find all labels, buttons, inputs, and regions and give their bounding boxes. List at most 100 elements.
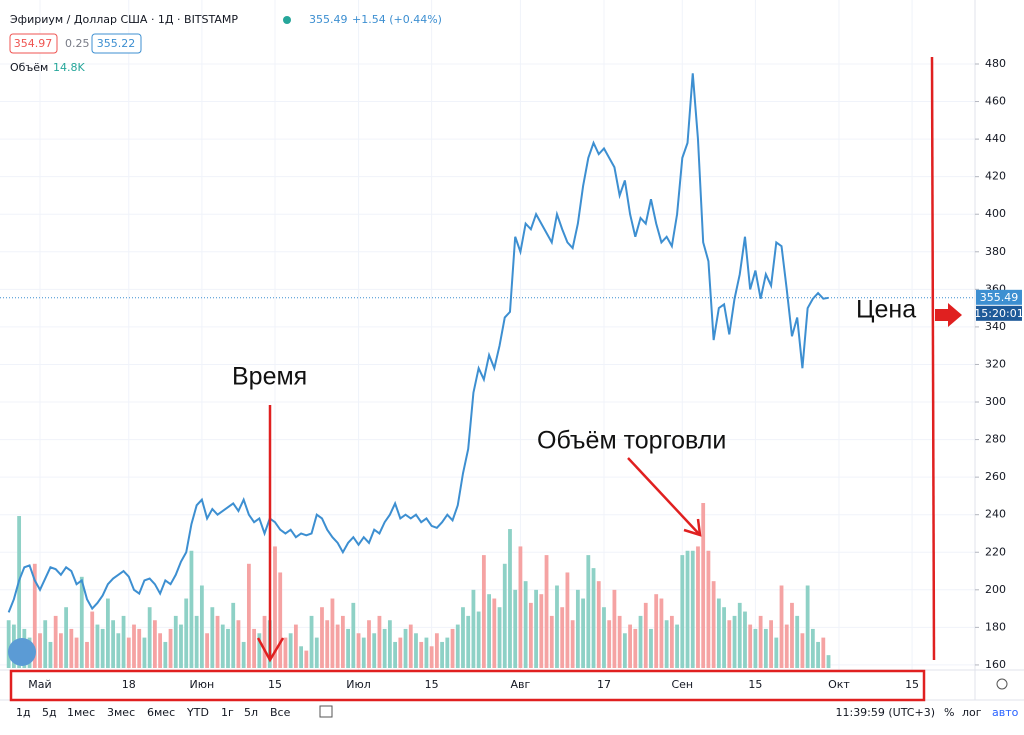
annotation-shapes [9,56,936,702]
volume-bar [367,620,371,668]
volume-bar [246,563,251,668]
x-tick-label: 18 [122,678,136,691]
volume-bar [513,589,518,668]
volume-bar [414,633,418,668]
volume-bar [622,633,627,668]
volume-bar [612,589,617,668]
range-button[interactable]: 1г [221,706,234,719]
volume-bar [408,624,413,668]
log[interactable]: лог [962,706,982,719]
range-button[interactable]: 5л [244,706,258,719]
volume-bar [168,628,173,668]
range-button[interactable]: 6мес [147,706,175,719]
time-annotation: Время [232,363,307,391]
volume-bar [581,598,585,668]
volume-bar [325,620,330,668]
volume-bar [664,620,669,668]
volume-bar [189,550,194,668]
volume-bar [226,628,230,668]
volume-bar [523,581,528,668]
calendar-icon[interactable] [319,705,333,718]
volume-bar [132,624,136,668]
spread: 0.25 [65,37,90,50]
y-tick-label: 460 [985,95,1006,108]
volume-bar [53,615,58,668]
volume-bar [199,585,204,668]
price-line [7,73,829,613]
x-tick-label: Сен [671,678,693,691]
bid-box[interactable] [9,33,58,54]
volume-bar [508,529,512,668]
x-tick-label: Май [28,678,51,691]
symbol: Эфириум / Доллар США · 1Д · BITSTAMP [10,13,238,26]
volume-bar [398,637,403,668]
volume-bar [194,615,199,668]
volume-bar [790,602,794,668]
volume-bar [565,572,570,668]
auto[interactable]: авто [992,706,1019,719]
volume-bar [95,624,100,668]
volume-bar [273,546,277,668]
volume-bar [445,637,450,668]
settings-icon[interactable] [996,678,1008,690]
range-button[interactable]: 3мес [107,706,135,719]
range-button[interactable]: YTD [186,706,209,719]
volume-bar [74,637,79,668]
volume-bar [387,620,392,668]
range-button[interactable]: 1мес [67,706,95,719]
countdown: 15:20:01 [974,307,1023,320]
y-tick-label: 400 [985,207,1006,220]
y-tick-label: 420 [985,170,1006,183]
volume-bar [539,594,544,668]
volume-bar [779,585,784,668]
header-price: 355.49 [309,13,348,26]
volume-bar [64,607,69,668]
volume-bar [403,628,408,668]
x-tick-label: 15 [905,678,919,691]
volume-bar [706,550,711,668]
percent[interactable]: % [944,706,954,719]
volume-bar [696,546,700,668]
last-price-label: 355.49 [980,291,1019,304]
range-button[interactable]: 1д [16,706,31,719]
volume-bar [288,633,293,668]
volume-bar [575,589,580,668]
y-tick-label: 180 [985,620,1006,633]
volume-bar [278,572,283,668]
countdown-box [976,305,1022,321]
volume-bar [638,615,643,668]
volume-bar [643,602,648,668]
volume-bar [711,581,716,668]
volume-bar [560,607,565,668]
price-annotation: Цена [856,296,916,324]
logo[interactable] [8,638,36,666]
volume-bar [685,550,690,668]
range-button[interactable]: Все [270,706,291,719]
y-tick-label: 280 [985,433,1006,446]
ask-box[interactable] [91,33,142,54]
volume-bar [293,624,298,668]
volume-bar [528,602,533,668]
volume-bar [701,503,706,668]
volume-bar [753,628,758,668]
volume-bar [675,624,679,668]
volume-bar [821,637,826,668]
volume-bar [586,555,591,668]
range-button[interactable]: 5д [42,706,57,719]
volume-bar [220,624,225,668]
volume-bar [304,650,309,668]
volume-bar [669,615,674,668]
plot [0,73,975,613]
volume-arrow [627,457,701,536]
volume-bar [800,633,805,668]
price-axis-line [930,56,936,661]
x-tick-label: Июл [346,678,371,691]
volume-bar [257,633,262,668]
volume-bar [356,633,361,668]
volume-bar [111,620,116,668]
volume-bar [38,633,42,668]
volume-bar [455,624,460,668]
volume-bar [241,641,246,668]
volume-bar [215,615,220,668]
volume-bar [633,628,638,668]
